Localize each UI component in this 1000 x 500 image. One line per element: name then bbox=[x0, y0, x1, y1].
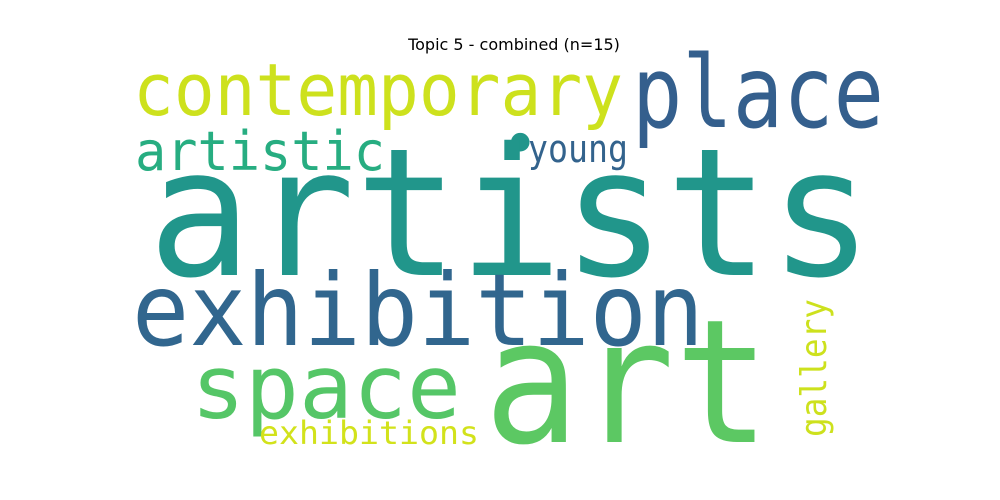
word-exhibitions: exhibitions bbox=[259, 414, 479, 452]
word-place: place bbox=[632, 34, 884, 151]
word-artistic: artistic bbox=[135, 120, 385, 183]
word-artists: artists bbox=[148, 110, 873, 317]
word-exhibition: exhibition bbox=[132, 252, 704, 369]
chart-title: Topic 5 - combined (n=15) bbox=[408, 35, 620, 54]
word-space: space bbox=[191, 336, 461, 439]
word-young: young bbox=[528, 127, 628, 171]
word-gallery: gallery bbox=[794, 299, 835, 437]
word-bullet: • bbox=[501, 108, 540, 182]
word-contemporary: contemporary bbox=[133, 48, 623, 132]
word-art: art bbox=[484, 282, 770, 483]
